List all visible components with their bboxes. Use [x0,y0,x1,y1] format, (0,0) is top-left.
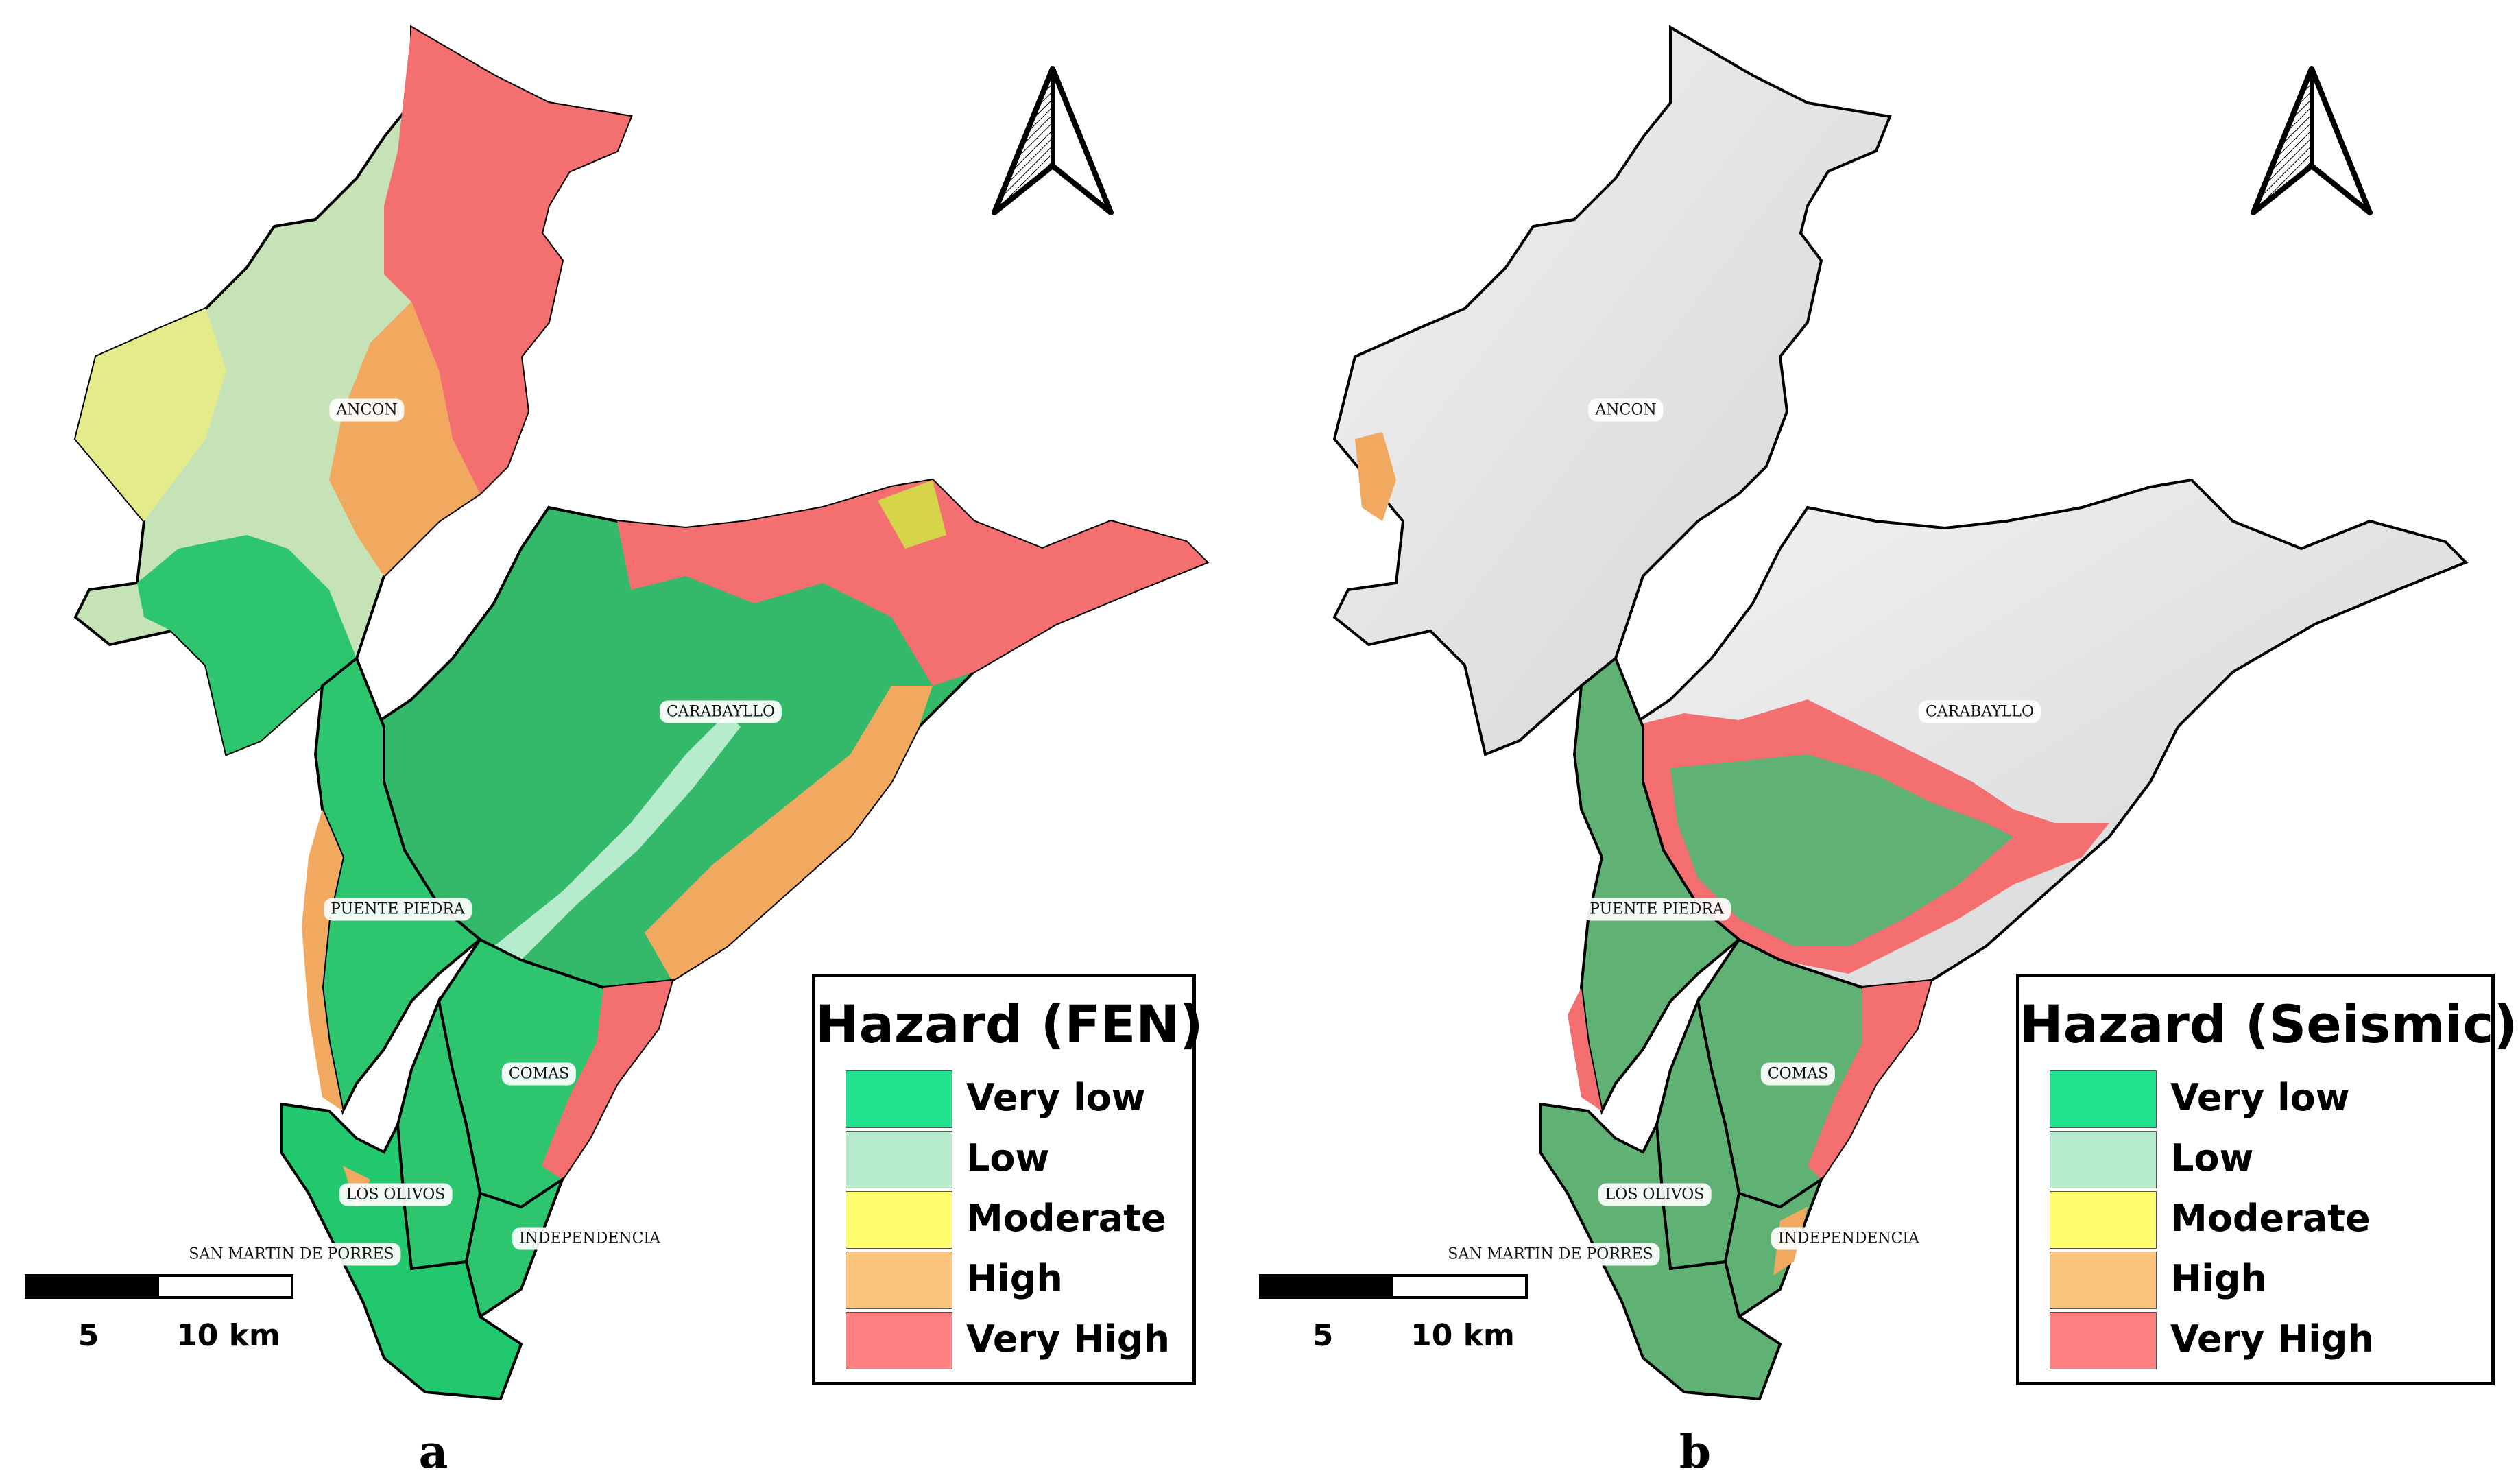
north-arrow-icon [2251,66,2373,215]
north-arrow-icon [992,66,1114,215]
legend-label: Moderate [966,1197,1166,1240]
district-label-independencia: INDEPENDENCIA [512,1227,668,1250]
legend-seismic: Hazard (Seismic) Very low Low Moderate H… [2016,974,2518,1385]
legend-label: Very low [2170,1076,2350,1119]
scale-label-5: 5 [77,1318,99,1353]
legend-swatch [846,1191,952,1249]
carabayllo-high [645,686,933,981]
scale-bar [1259,1274,1528,1299]
legend-fen: Hazard (FEN) Very low Low Moderate High … [812,974,1203,1385]
comas-high [542,981,672,1180]
ancon-high [329,302,480,576]
seismic-hazard-map [1332,25,2469,1401]
legend-title: Hazard (Seismic) [2019,994,2518,1055]
district-label-san-martin-de-porres: SAN MARTIN DE PORRES [182,1243,401,1266]
legend-label: Very low [966,1076,1146,1119]
san-martin-region [280,1102,523,1401]
comas-very-high [1808,981,1931,1180]
legend-label: Very High [966,1317,1170,1361]
district-label-carabayllo: CARABAYLLO [1918,700,2041,723]
legend-swatch [846,1252,952,1309]
puente-piedra-high [302,809,343,1111]
district-label-puente-piedra: PUENTE PIEDRA [1583,898,1731,921]
legend-swatch [2050,1252,2157,1309]
ancon-high-strip [1355,432,1396,521]
puente-piedra-region [1572,656,1742,1116]
puente-piedra-very-high [1568,988,1602,1111]
panel-letter-a: a [418,1425,448,1479]
carabayllo-very-high [617,480,1207,686]
legend-title: Hazard (FEN) [815,994,1203,1055]
ancon-moderate [75,309,226,521]
district-label-los-olivos: LOS OLIVOS [1598,1183,1712,1206]
legend-swatch [2050,1312,2157,1369]
panel-letter-b: b [1679,1425,1712,1479]
district-label-comas: COMAS [501,1062,577,1086]
legend-label: Low [2170,1136,2254,1180]
legend-label: Low [966,1136,1050,1180]
legend-swatch [2050,1131,2157,1188]
district-label-ancon: ANCON [1588,398,1664,422]
district-label-los-olivos: LOS OLIVOS [339,1183,453,1206]
legend-swatch [846,1131,952,1188]
legend-swatch [2050,1070,2157,1128]
ancon-region [1332,25,1892,756]
legend-label: High [966,1257,1063,1300]
san-martin-region [1539,1102,1782,1401]
legend-label: Moderate [2170,1197,2371,1240]
scale-label-10km: 10 km [1411,1318,1515,1353]
legend-swatch [846,1070,952,1128]
panel-a: ANCON CARABAYLLO PUENTE PIEDRA COMAS LOS… [25,25,1210,1479]
legend-swatch [846,1312,952,1369]
scale-bar [25,1274,293,1299]
scale-bar-black-segment [1262,1277,1393,1296]
carabayllo-moderate [878,480,946,549]
district-label-san-martin-de-porres: SAN MARTIN DE PORRES [1441,1243,1660,1266]
carabayllo-low [494,713,741,960]
legend-swatch [2050,1191,2157,1249]
ancon-very-high [384,27,631,494]
carabayllo-green [1670,754,2013,946]
panel-b: ANCON CARABAYLLO PUENTE PIEDRA COMAS LOS… [1259,0,2518,1484]
legend-label: High [2170,1257,2267,1300]
scale-label-10km: 10 km [176,1318,280,1353]
district-label-ancon: ANCON [329,398,405,422]
scale-label-5: 5 [1312,1318,1334,1353]
district-label-independencia: INDEPENDENCIA [1771,1227,1927,1250]
scale-bar-black-segment [27,1277,159,1296]
fen-hazard-map [73,25,1210,1401]
district-label-puente-piedra: PUENTE PIEDRA [324,898,472,921]
legend-label: Very High [2170,1317,2374,1361]
district-label-carabayllo: CARABAYLLO [659,700,782,723]
district-label-comas: COMAS [1760,1062,1836,1086]
ancon-green [137,535,357,754]
